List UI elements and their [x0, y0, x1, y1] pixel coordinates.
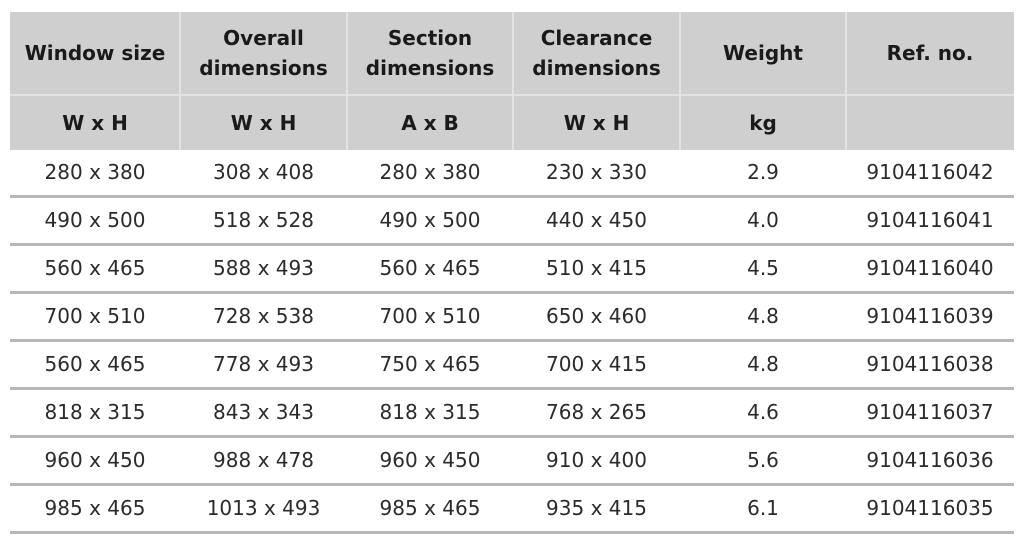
col-ref-no-cell: 9104116041: [866, 208, 994, 232]
col-window-size-cell: 560 x 465: [44, 352, 146, 376]
col-section-dimensions-cell: 490 x 500: [379, 208, 481, 232]
col-ref-no-cell: 9104116038: [866, 352, 994, 376]
col-weight-cell: 4.6: [747, 400, 779, 424]
col-clearance-dimensions-cell: 910 x 400: [546, 448, 647, 472]
col-window-size-cell: 985 x 465: [44, 496, 146, 520]
header-title: Ref. no.: [886, 41, 974, 65]
col-weight-cell: 4.5: [747, 256, 779, 280]
header-title: Window size: [24, 41, 166, 65]
col-weight-cell: 4.8: [747, 304, 779, 328]
col-clearance-dimensions-cell: 935 x 415: [546, 496, 647, 520]
col-weight-cell: 2.9: [747, 160, 779, 184]
col-window-size-cell: 960 x 450: [44, 448, 146, 472]
header-separator: [512, 12, 514, 150]
header-title: Section dimensions: [365, 26, 495, 80]
col-weight-cell: 6.1: [747, 496, 779, 520]
col-section-dimensions-cell: 960 x 450: [379, 448, 481, 472]
col-clearance-dimensions-cell: 510 x 415: [546, 256, 647, 280]
col-overall-dimensions-cell: 1013 x 493: [206, 496, 321, 520]
header-separator: [179, 12, 181, 150]
header-unit: A x B: [401, 111, 459, 135]
header-title: Clearance dimensions: [532, 26, 661, 80]
table-row: 818 x 315 843 x 343 818 x 315 768 x 265 4.6 9…: [10, 390, 1014, 438]
header-separator: [346, 12, 348, 150]
header-title: Weight: [723, 41, 803, 65]
header-title: Overall dimensions: [199, 26, 328, 80]
col-overall-dimensions-cell: 518 x 528: [213, 208, 314, 232]
col-ref-no-cell: 9104116037: [866, 400, 994, 424]
col-overall-dimensions-header: Overall dimensions W x H: [180, 12, 347, 150]
col-ref-no-cell: 9104116035: [866, 496, 994, 520]
table-header: Window size W x H Overall dimensions W x H S…: [10, 12, 1014, 150]
table-row: 560 x 465 588 x 493 560 x 465 510 x 415 4.5 9…: [10, 246, 1014, 294]
table-row: 960 x 450 988 x 478 960 x 450 910 x 400 5.6 9…: [10, 438, 1014, 486]
header-unit: W x H: [62, 111, 128, 135]
table-row: 985 x 465 1013 x 493 985 x 465 935 x 415 6.1…: [10, 486, 1014, 534]
header-separator: [679, 12, 681, 150]
col-overall-dimensions-cell: 778 x 493: [213, 352, 314, 376]
col-section-dimensions-cell: 985 x 465: [379, 496, 481, 520]
col-overall-dimensions-cell: 988 x 478: [213, 448, 314, 472]
col-window-size-cell: 280 x 380: [44, 160, 146, 184]
table-row: 280 x 380 308 x 408 280 x 380 230 x 330 2.9 9…: [10, 150, 1014, 198]
col-section-dimensions-cell: 750 x 465: [379, 352, 481, 376]
col-window-size-cell: 818 x 315: [44, 400, 146, 424]
col-overall-dimensions-cell: 728 x 538: [213, 304, 314, 328]
header-unit: W x H: [563, 111, 630, 135]
col-ref-no-cell: 9104116042: [866, 160, 994, 184]
table-row: 560 x 465 778 x 493 750 x 465 700 x 415 4.8 9…: [10, 342, 1014, 390]
col-clearance-dimensions-cell: 230 x 330: [546, 160, 647, 184]
col-section-dimensions-cell: 818 x 315: [379, 400, 481, 424]
col-weight-cell: 5.6: [747, 448, 779, 472]
col-clearance-dimensions-cell: 650 x 460: [546, 304, 647, 328]
col-overall-dimensions-cell: 843 x 343: [213, 400, 314, 424]
header-separator: [845, 12, 847, 150]
col-clearance-dimensions-cell: 700 x 415: [546, 352, 647, 376]
col-ref-no-cell: 9104116040: [866, 256, 994, 280]
col-weight-cell: 4.8: [747, 352, 779, 376]
header-divider: [10, 94, 1014, 96]
table-row: 490 x 500 518 x 528 490 x 500 440 x 450 4.0 9…: [10, 198, 1014, 246]
col-window-size-cell: 700 x 510: [44, 304, 146, 328]
table-body: 280 x 380 308 x 408 280 x 380 230 x 330 2.9 9…: [10, 150, 1014, 534]
col-window-size-cell: 560 x 465: [44, 256, 146, 280]
col-ref-no-cell: 9104116039: [866, 304, 994, 328]
header-unit: kg: [749, 111, 777, 135]
col-clearance-dimensions-cell: 768 x 265: [546, 400, 647, 424]
col-section-dimensions-cell: 560 x 465: [379, 256, 481, 280]
col-section-dimensions-header: Section dimensions A x B: [347, 12, 513, 150]
col-clearance-dimensions-cell: 440 x 450: [546, 208, 647, 232]
col-section-dimensions-cell: 280 x 380: [379, 160, 481, 184]
dimensions-table: Window size W x H Overall dimensions W x H S…: [10, 12, 1014, 534]
col-section-dimensions-cell: 700 x 510: [379, 304, 481, 328]
header-unit: W x H: [230, 111, 297, 135]
col-overall-dimensions-cell: 588 x 493: [213, 256, 314, 280]
col-weight-cell: 4.0: [747, 208, 779, 232]
table-row: 700 x 510 728 x 538 700 x 510 650 x 460 4.8 9…: [10, 294, 1014, 342]
col-window-size-header: Window size W x H: [10, 12, 180, 150]
col-window-size-cell: 490 x 500: [44, 208, 146, 232]
col-overall-dimensions-cell: 308 x 408: [213, 160, 314, 184]
col-clearance-dimensions-header: Clearance dimensions W x H: [513, 12, 680, 150]
col-weight-header: Weight kg: [680, 12, 846, 150]
col-ref-no-header: Ref. no.: [846, 12, 1014, 150]
col-ref-no-cell: 9104116036: [866, 448, 994, 472]
